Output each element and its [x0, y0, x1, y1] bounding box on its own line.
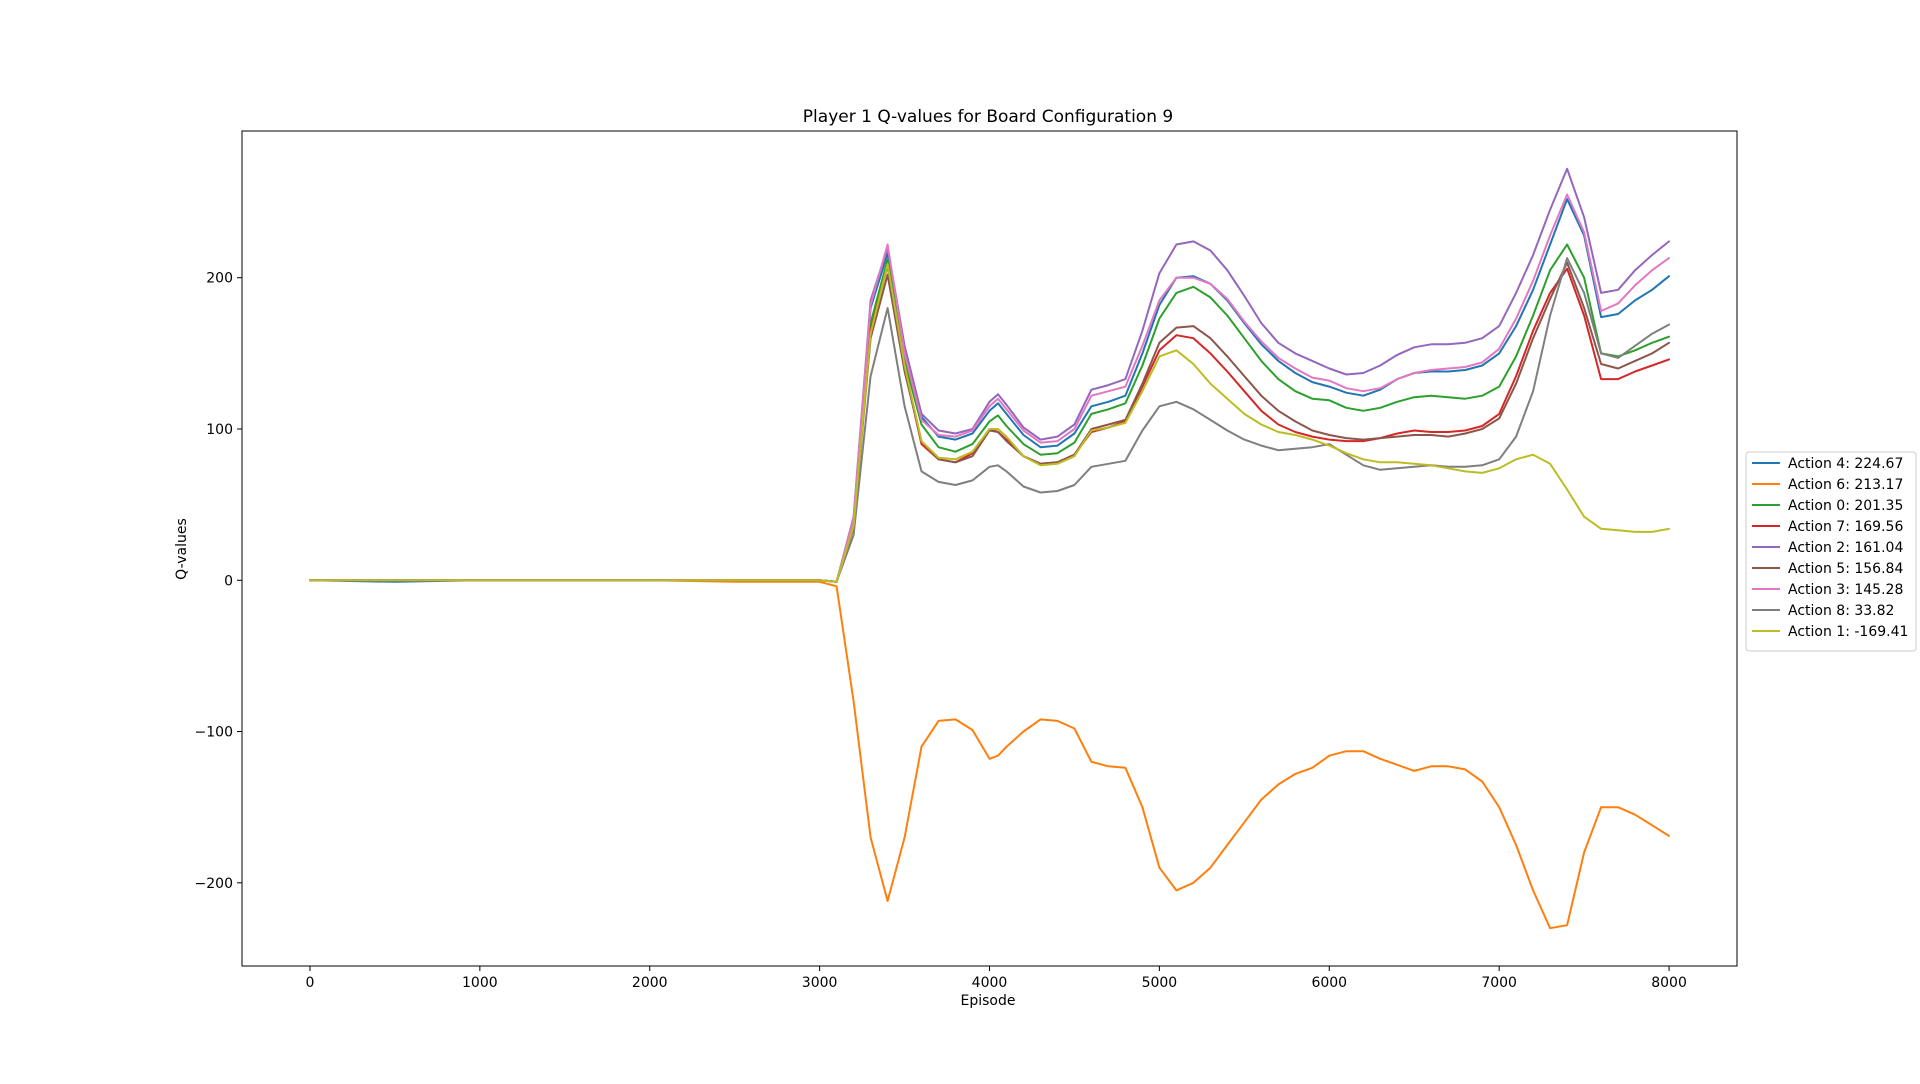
legend: Action 4: 224.67 Action 6: 213.17 Action 0… [1745, 451, 1917, 652]
legend-label: Action 0: 201.35 [1788, 498, 1903, 514]
legend-label: Action 2: 161.04 [1788, 540, 1903, 556]
legend-label: Action 5: 156.84 [1788, 561, 1903, 577]
x-tick-label: 5000 [1142, 975, 1178, 991]
series-line-6 [309, 193, 1670, 583]
x-axis: 0 1000 2000 3000 4000 5000 6000 7000 8000 [305, 966, 1687, 991]
plot-frame [241, 130, 1738, 967]
series-line-7 [309, 257, 1670, 583]
series-line-8 [309, 263, 1670, 583]
y-tick-label: −200 [195, 876, 233, 892]
x-axis-label: Episode [961, 993, 1016, 1009]
y-axis: −200 −100 0 100 200 [195, 271, 242, 892]
y-tick-label: −100 [195, 725, 233, 741]
y-tick-label: 100 [206, 422, 233, 438]
x-tick-label: 2000 [632, 975, 668, 991]
x-tick-label: 1000 [462, 975, 498, 991]
legend-label: Action 8: 33.82 [1788, 603, 1894, 619]
x-tick-label: 0 [305, 975, 314, 991]
chart-title: Player 1 Q-values for Board Configuratio… [803, 107, 1173, 127]
series-line-2 [309, 243, 1670, 583]
series-line-1 [309, 579, 1670, 930]
plot-area [309, 167, 1670, 930]
x-tick-label: 7000 [1481, 975, 1517, 991]
series-line-5 [309, 261, 1670, 583]
legend-label: Action 3: 145.28 [1788, 582, 1903, 598]
legend-label: Action 1: -169.41 [1788, 624, 1908, 640]
legend-label: Action 6: 213.17 [1788, 477, 1903, 493]
legend-label: Action 4: 224.67 [1788, 456, 1903, 472]
y-tick-label: 0 [224, 573, 233, 589]
y-tick-label: 200 [206, 271, 233, 287]
x-tick-label: 3000 [802, 975, 838, 991]
legend-label: Action 7: 169.56 [1788, 519, 1903, 535]
legend-frame [1745, 451, 1917, 652]
x-tick-label: 8000 [1651, 975, 1687, 991]
x-tick-label: 6000 [1311, 975, 1347, 991]
y-axis-label: Q-values [174, 518, 190, 580]
x-tick-label: 4000 [972, 975, 1008, 991]
